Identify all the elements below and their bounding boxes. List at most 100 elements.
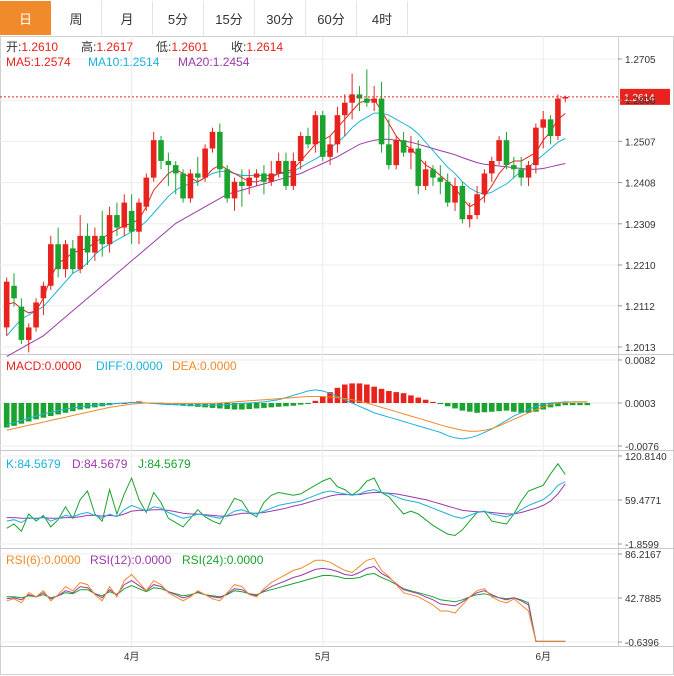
candle-body [371, 98, 377, 103]
candle [496, 135, 502, 166]
macd-tick-label: 0.0082 [625, 356, 656, 367]
macd-bar [40, 403, 47, 418]
candle [165, 152, 172, 186]
chart-area: 1.2614 1.27051.26061.25071.24081.23091.2… [0, 36, 674, 675]
rsi-tick-label: -0.6396 [625, 638, 659, 649]
macd-bar [547, 403, 554, 408]
macd-bar [525, 403, 532, 413]
candle-body [150, 140, 157, 178]
macd-bar [55, 403, 61, 415]
ohlc-legend-value: 1.2614 [246, 40, 283, 54]
candle [312, 111, 319, 153]
tab-3[interactable]: 5分 [153, 1, 204, 35]
candle [40, 281, 47, 315]
macd-legend-label: DIFF: [96, 359, 126, 373]
kdj-panel [6, 462, 566, 537]
rsi-panel [6, 557, 566, 642]
ma5-line [6, 98, 566, 314]
macd-bar [569, 403, 576, 406]
candle [430, 165, 436, 186]
macd-bar [172, 403, 179, 406]
ma-legend-value: 1.2454 [213, 55, 250, 69]
macd-legend-value: 0.0000 [45, 359, 82, 373]
candle [25, 323, 32, 353]
ohlc-legend-value: 1.2601 [171, 40, 208, 54]
tab-5[interactable]: 30分 [255, 1, 306, 35]
macd-bar [290, 403, 297, 406]
macd-legend-item: MACD:0.0000 [6, 359, 82, 373]
ma10-line [6, 112, 566, 337]
macd-bar [555, 403, 561, 407]
price-tick-label: 1.2013 [625, 343, 656, 354]
ma-legend-label: MA5: [6, 55, 34, 69]
macd-bar [341, 384, 348, 403]
rsi12-line [6, 565, 566, 642]
candle-body [540, 119, 547, 128]
macd-bar [297, 403, 304, 405]
macd-bar [253, 403, 260, 409]
candle-body [106, 215, 113, 245]
candle-body [99, 235, 106, 245]
candle [3, 277, 10, 336]
candle-body [459, 185, 466, 220]
candle [555, 94, 561, 141]
rsi-legend-item: RSI(6):0.0000 [6, 553, 81, 567]
rsi-legend-label: RSI(24): [182, 553, 227, 567]
candle-body [217, 131, 223, 170]
candle [533, 123, 539, 174]
ohlc-legend-item: 低:1.2601 [156, 40, 208, 54]
candle [305, 127, 311, 149]
tab-2[interactable]: 月 [102, 1, 153, 35]
macd-legend-label: DEA: [172, 359, 200, 373]
candle-body [158, 140, 164, 161]
candle [231, 177, 238, 211]
candle-body [253, 173, 260, 178]
candle-body [518, 169, 524, 178]
kdj-legend-label: D: [72, 457, 84, 471]
candle [202, 144, 208, 182]
macd-bar [562, 403, 569, 406]
candle-body [33, 302, 39, 328]
candle-body [466, 215, 473, 220]
macd-bar [466, 403, 473, 412]
candle [408, 135, 414, 170]
candle [400, 131, 407, 157]
macd-bar [334, 387, 341, 403]
macd-bar [481, 403, 488, 413]
candle-body [143, 177, 150, 207]
ma-legend-item: MA5:1.2574 [6, 55, 71, 69]
candle-body [283, 160, 289, 186]
kdj-tick-label: 120.8140 [625, 452, 667, 463]
candle-body [430, 169, 436, 178]
candle-body [18, 306, 25, 340]
candle-body [562, 96, 569, 99]
macd-bar [371, 386, 377, 403]
candle-body [202, 148, 208, 178]
candle-body [400, 140, 407, 153]
tab-4[interactable]: 15分 [204, 1, 255, 35]
candle-body [481, 173, 488, 195]
tab-0[interactable]: 日 [0, 1, 51, 35]
candle [415, 140, 422, 195]
candle [180, 169, 186, 203]
tab-7[interactable]: 4时 [357, 1, 408, 35]
macd-bar [180, 403, 186, 406]
macd-bar [518, 403, 524, 413]
candle [290, 152, 297, 191]
candle [488, 156, 495, 182]
macd-bar [422, 399, 429, 403]
macd-panel [0, 383, 618, 440]
tab-6[interactable]: 60分 [306, 1, 357, 35]
candle-body [246, 177, 253, 186]
tab-1[interactable]: 周 [51, 1, 102, 35]
ma-legend-item: MA20:1.2454 [178, 55, 250, 69]
candle-body [187, 173, 194, 199]
macd-bar [533, 403, 539, 412]
candle [150, 131, 157, 182]
candle-body [415, 148, 422, 186]
price-tick-label: 1.2705 [625, 55, 656, 66]
candle-body [547, 119, 554, 136]
candle-body [378, 98, 385, 145]
j-line [6, 462, 566, 537]
candle [327, 135, 333, 166]
